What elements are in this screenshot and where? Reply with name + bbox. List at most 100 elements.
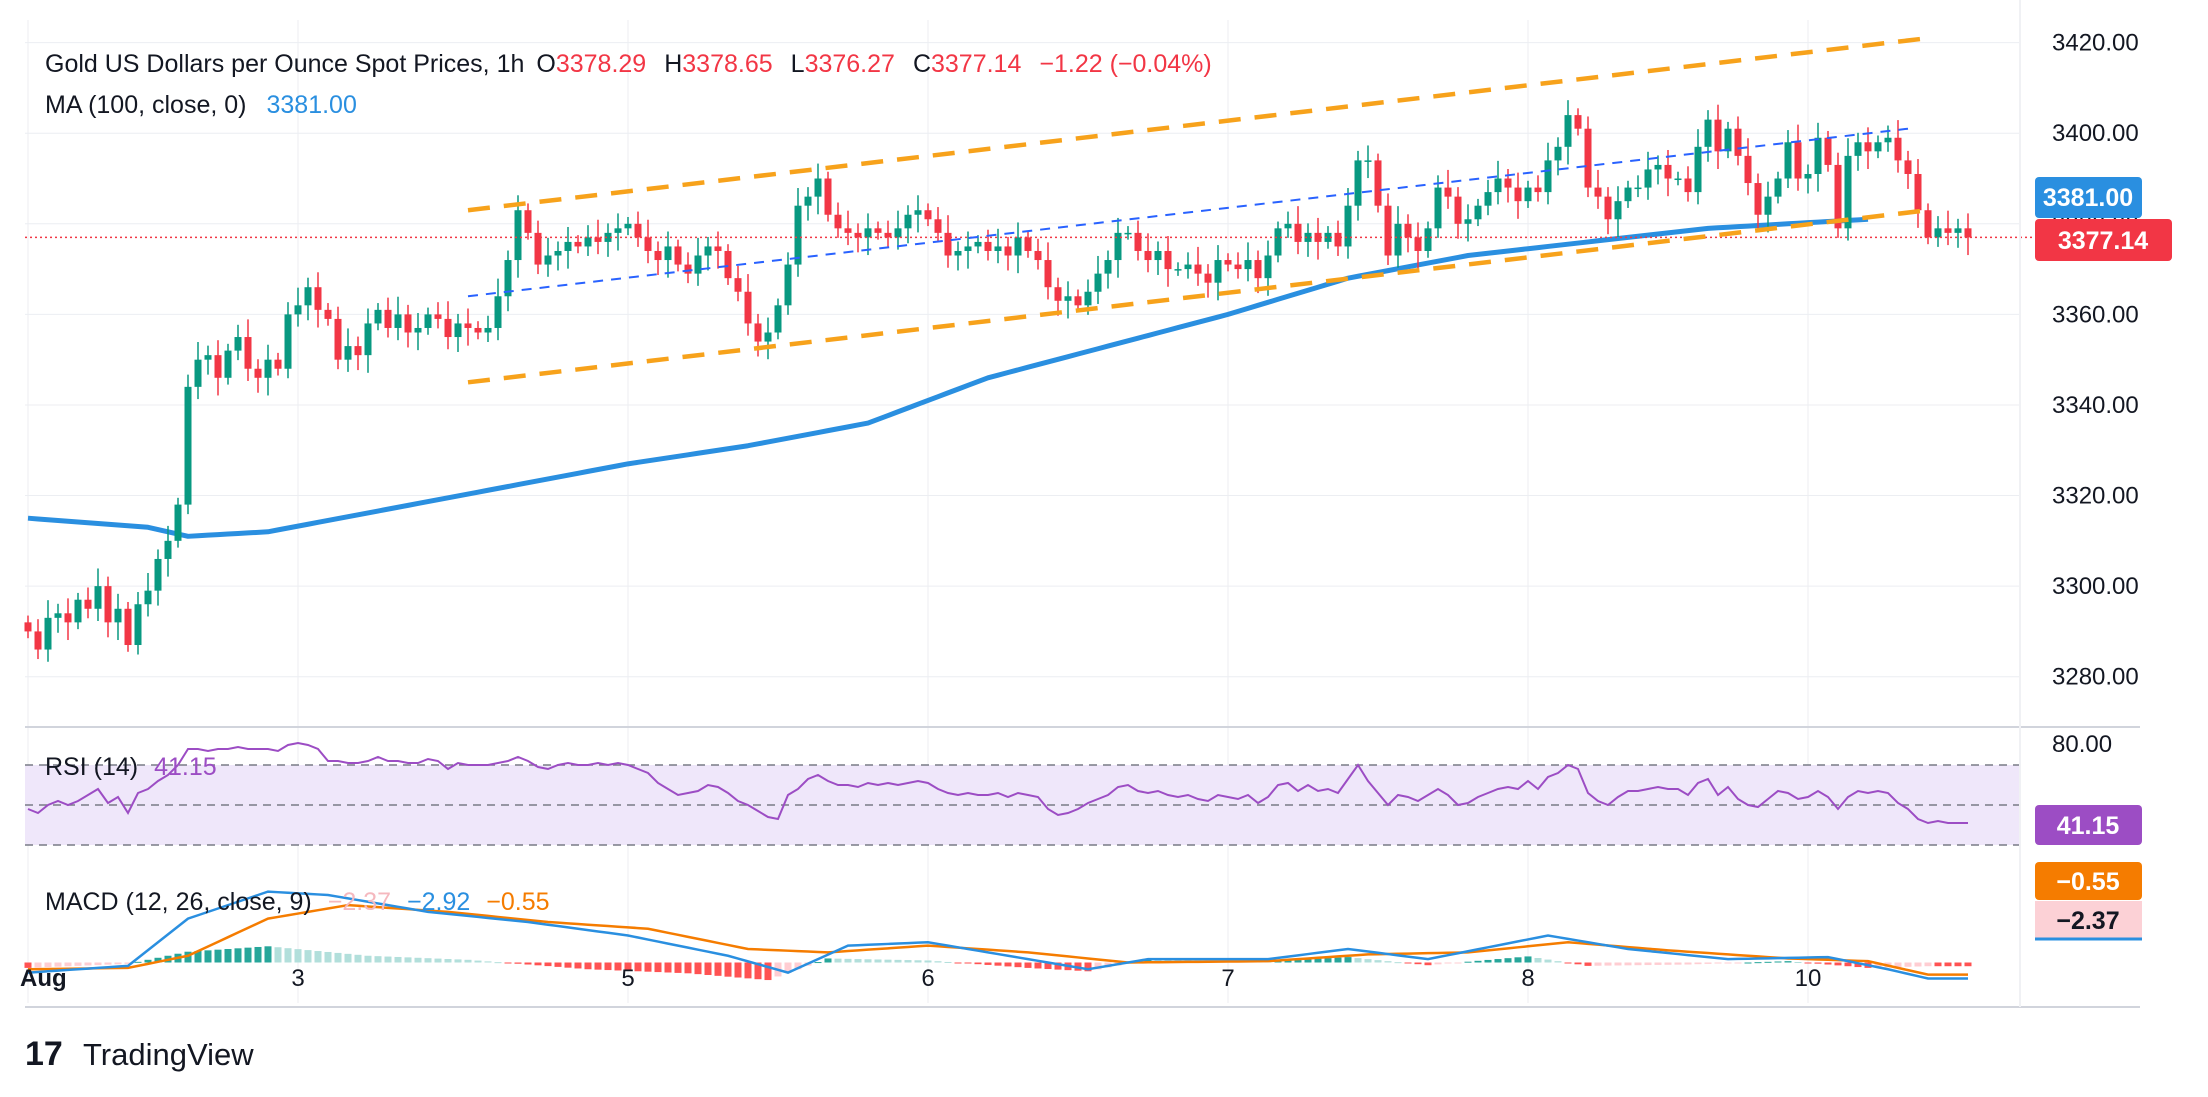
macd-hist-bar xyxy=(1754,962,1762,964)
macd-hist-bar xyxy=(934,961,942,963)
macd-hist-bar xyxy=(64,962,72,967)
macd-hist-bar xyxy=(1284,960,1292,963)
candle-body xyxy=(474,327,482,333)
candle-body xyxy=(814,178,822,197)
candle-body xyxy=(1414,237,1422,251)
candle-body xyxy=(864,228,872,238)
candle-body xyxy=(614,228,622,233)
candle-body xyxy=(1654,164,1662,170)
macd-hist-bar xyxy=(374,956,382,963)
candle-body xyxy=(684,264,692,274)
macd-hist-bar xyxy=(1004,962,1012,967)
macd-hist-bar xyxy=(814,962,822,964)
time-axis: Aug 3 5 6 7 8 10 xyxy=(20,965,1821,992)
macd-hist-bar xyxy=(584,962,592,970)
price-tick-label: 3420.00 xyxy=(2052,30,2139,57)
candle-body xyxy=(994,246,1002,251)
ma-legend-label: MA (100, close, 0) xyxy=(45,91,246,119)
candle-body xyxy=(364,323,372,356)
candle-body xyxy=(314,287,322,310)
macd-hist-bar xyxy=(394,956,402,963)
candle-body xyxy=(1374,160,1382,206)
macd-hist-bar xyxy=(624,962,632,971)
candle-body xyxy=(514,210,522,261)
candle-body xyxy=(1744,155,1752,184)
candle-body xyxy=(1884,137,1892,143)
candle-body xyxy=(724,250,732,279)
macd-hist-bar xyxy=(434,958,442,963)
close-value: 3377.14 xyxy=(931,50,1021,78)
candle-body xyxy=(694,255,702,274)
candle-body xyxy=(754,323,762,342)
candle-body xyxy=(894,228,902,238)
macd-hist-bar xyxy=(1034,962,1042,969)
macd-hist-bar xyxy=(1774,961,1782,963)
candle-body xyxy=(54,613,62,618)
macd-hist-bar xyxy=(704,962,712,975)
macd-hist-bar xyxy=(924,960,932,963)
macd-hist-bar xyxy=(124,962,132,964)
candle-body xyxy=(24,622,32,632)
candle-body xyxy=(1944,228,1952,233)
candle-body xyxy=(144,590,152,605)
candle-body xyxy=(1964,228,1972,238)
candle-body xyxy=(1954,228,1962,233)
macd-hist-bar xyxy=(564,962,572,968)
candle-body xyxy=(854,232,862,238)
macd-hist-bar xyxy=(134,961,142,963)
candle-body xyxy=(934,219,942,233)
macd-hist-bar xyxy=(1414,962,1422,965)
candle-body xyxy=(1154,250,1162,261)
candle-body xyxy=(524,210,532,233)
price-axis: 3420.003400.003380.003360.003340.003320.… xyxy=(2052,30,2139,691)
ma-layer xyxy=(27,216,1869,539)
candle-body xyxy=(884,232,892,238)
candle-body xyxy=(1554,146,1562,161)
macd-hist-bar xyxy=(384,956,392,963)
macd-hist-bar xyxy=(574,962,582,969)
macd-hist-bar xyxy=(1534,958,1542,963)
macd-hist-bar xyxy=(894,959,902,963)
low-value: 3376.27 xyxy=(805,50,895,78)
rsi-badge-text: 41.15 xyxy=(2057,812,2120,840)
candle-body xyxy=(384,309,392,328)
macd-hist-bar xyxy=(1804,962,1812,964)
candle-body xyxy=(1634,187,1642,190)
macd-hist-bar xyxy=(1094,962,1102,970)
macd-hist-bar xyxy=(44,962,52,968)
candle-body xyxy=(1824,137,1832,165)
ma-legend-value: 3381.00 xyxy=(266,91,356,119)
macd-hist-bar xyxy=(1544,959,1552,963)
macd-hist-bar xyxy=(1354,958,1362,963)
candle-body xyxy=(1714,119,1722,152)
macd-layer xyxy=(24,890,1972,981)
candle-body xyxy=(564,241,572,251)
macd-hist-bar xyxy=(654,962,662,973)
candle-body xyxy=(1534,187,1542,193)
legend-line: Gold US Dollars per Ounce Spot Prices, 1… xyxy=(45,50,1212,78)
candle-body xyxy=(1474,205,1482,220)
candle-body xyxy=(1584,128,1592,188)
candle-body xyxy=(374,309,382,324)
price-tick-label: 3320.00 xyxy=(2052,483,2139,510)
rsi-axis-badge: 41.15 xyxy=(2035,805,2142,845)
macd-hist-bar xyxy=(414,957,422,963)
rsi-legend: RSI (14) 41.15 xyxy=(45,753,217,781)
time-tick-label: 5 xyxy=(621,965,634,992)
candle-body xyxy=(584,237,592,247)
candle-body xyxy=(1174,269,1182,271)
macd-hist-bar xyxy=(274,947,282,963)
macd-legend-hist: −0.55 xyxy=(486,888,549,916)
candle-body xyxy=(274,359,282,369)
macd-hist-bar xyxy=(364,955,372,963)
macd-hist-bar xyxy=(954,962,962,964)
price-tick-label: 3360.00 xyxy=(2052,301,2139,328)
candle-body xyxy=(264,359,272,378)
open-value: 3378.29 xyxy=(556,50,646,78)
macd-hist-bar xyxy=(484,961,492,963)
candle-body xyxy=(844,228,852,233)
candle-body xyxy=(154,558,162,591)
macd-hist-bar xyxy=(1684,962,1692,965)
macd-legend: MACD (12, 26, close, 9) −2.37 −2.92 −0.55 xyxy=(45,888,550,916)
